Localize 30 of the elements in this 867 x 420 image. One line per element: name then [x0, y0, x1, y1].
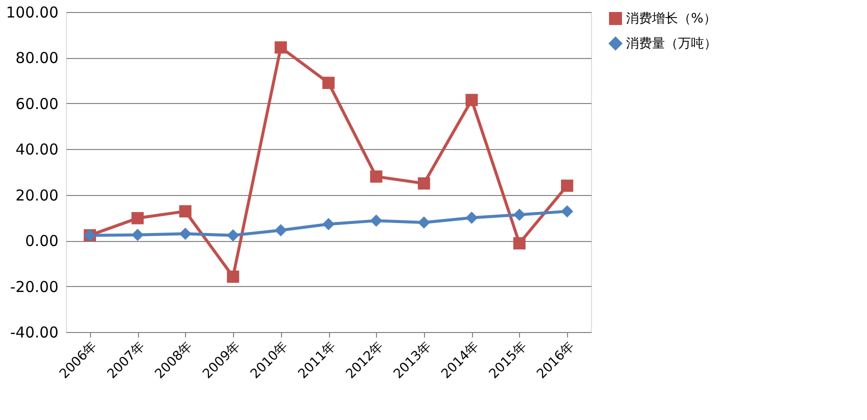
point	[179, 228, 192, 240]
point	[131, 228, 144, 241]
point	[274, 41, 287, 54]
point	[370, 214, 382, 227]
point	[226, 270, 240, 283]
point	[466, 94, 478, 106]
point	[131, 212, 144, 224]
point	[370, 170, 382, 183]
point	[418, 177, 430, 190]
point	[418, 216, 430, 229]
y-tick-label: -20.00	[10, 278, 58, 296]
legend-label: 消费增长（%）	[626, 12, 716, 26]
point	[226, 229, 240, 242]
y-tick-label: -40.00	[10, 324, 58, 342]
point	[561, 205, 574, 218]
point	[466, 212, 478, 224]
point	[561, 180, 574, 192]
legend-label: 消费量（万吨）	[626, 36, 717, 52]
point	[322, 218, 335, 230]
y-tick-label: 80.00	[16, 49, 58, 68]
y-tick-label: 20.00	[16, 186, 58, 204]
y-tick-label: 100.00	[6, 4, 58, 22]
y-tick-label: 40.00	[16, 140, 58, 159]
point	[274, 224, 287, 236]
point	[322, 76, 335, 89]
point	[513, 208, 526, 221]
point	[179, 205, 192, 218]
y-tick-label: 60.00	[16, 94, 58, 113]
y-tick-label: 0.00	[25, 232, 58, 250]
point	[513, 237, 526, 250]
